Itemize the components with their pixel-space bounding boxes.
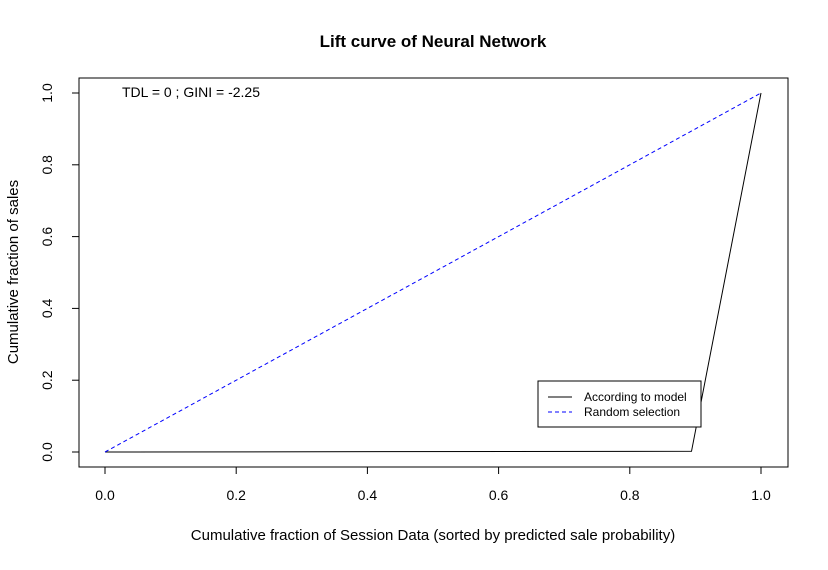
- y-tick-label: 0.4: [39, 298, 55, 318]
- series-layer: [104, 92, 762, 453]
- series-line-according-to-model: [104, 92, 762, 453]
- y-axis-label: Cumulative fraction of sales: [5, 180, 22, 364]
- x-tick-label: 0.6: [489, 487, 509, 503]
- x-tick-label: 0.0: [95, 487, 115, 503]
- chart-title: Lift curve of Neural Network: [320, 32, 547, 51]
- series-line-random-selection: [104, 92, 762, 453]
- x-tick-label: 1.0: [751, 487, 771, 503]
- y-tick-label: 0.6: [39, 227, 55, 247]
- y-tick-label: 0.0: [39, 442, 55, 462]
- y-tick-label: 0.2: [39, 370, 55, 390]
- x-tick-label: 0.4: [358, 487, 378, 503]
- legend: According to model Random selection: [537, 380, 702, 428]
- legend-box: [537, 380, 702, 428]
- x-tick-label: 0.2: [226, 487, 246, 503]
- y-axis: 0.0 0.2 0.4 0.6 0.8 1.0: [39, 83, 80, 462]
- legend-label-according-to-model: According to model: [584, 390, 687, 404]
- x-axis: 0.0 0.2 0.4 0.6 0.8 1.0: [95, 466, 771, 503]
- y-tick-label: 0.8: [39, 155, 55, 175]
- legend-label-random-selection: Random selection: [584, 405, 680, 419]
- x-tick-label: 0.8: [620, 487, 640, 503]
- tdl-gini-annotation: TDL = 0 ; GINI = -2.25: [122, 84, 260, 100]
- x-axis-label: Cumulative fraction of Session Data (sor…: [191, 527, 675, 544]
- y-tick-label: 1.0: [39, 83, 55, 103]
